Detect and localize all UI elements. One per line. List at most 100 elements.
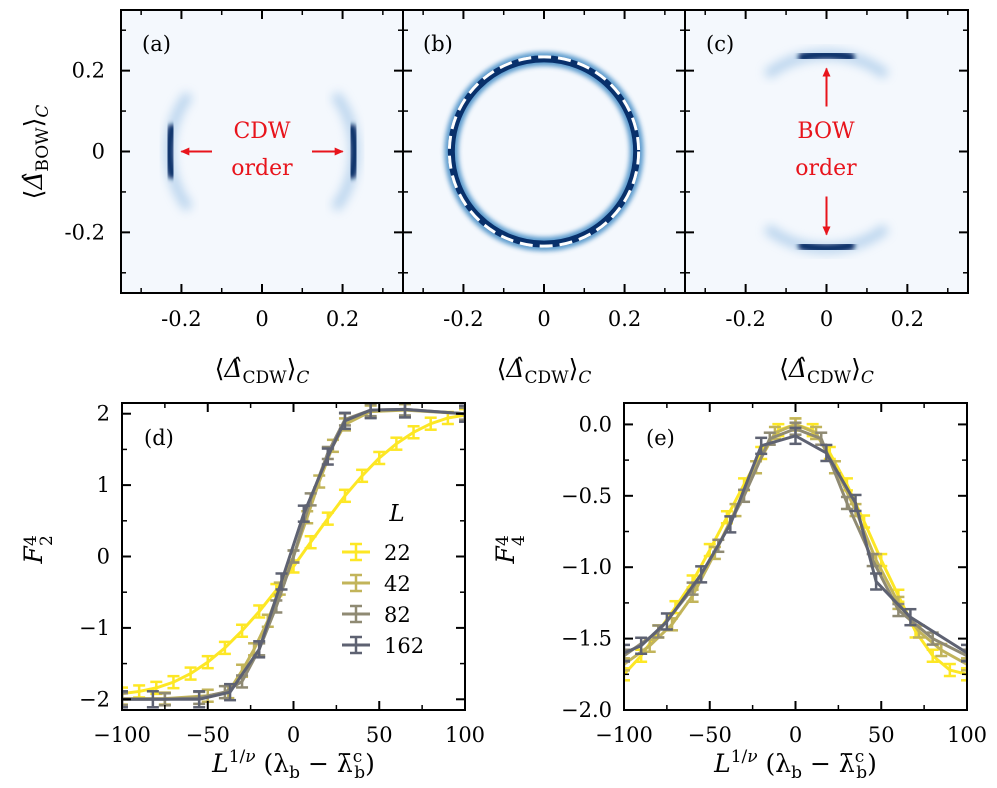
panel-a-annotation-line2: order bbox=[231, 156, 293, 181]
panel-a-xtick-label-1: 0 bbox=[255, 307, 268, 331]
panel-d: −100 −50 0 50 100 2 1 0 −1 −2 (d) L 22 42 82 162 bbox=[79, 402, 485, 747]
panel-e-xtick-label-2: 0 bbox=[789, 723, 802, 747]
panel-d-label: (d) bbox=[144, 426, 174, 450]
panel-d-y-axis-label: F bbox=[19, 545, 48, 565]
panel-c-label: (c) bbox=[706, 32, 734, 56]
panel-a-peak-0 bbox=[346, 124, 360, 179]
panel-c: BOW order (c) -0.2 0 0.2 bbox=[684, 9, 969, 331]
legend-label-162: 162 bbox=[384, 634, 424, 658]
panel-e-ticks: −100 −50 0 50 100 0.0 −0.5 −1.0 −1.5 −2.0 bbox=[561, 403, 987, 747]
panel-d-ytick-label-1: 1 bbox=[97, 473, 110, 497]
panel-a-ytick-label-1: 0 bbox=[92, 140, 105, 164]
panel-b-xtick-label-2: 0.2 bbox=[608, 307, 641, 331]
panel-a-annotation-line1: CDW bbox=[233, 119, 290, 144]
panel-b-ring bbox=[447, 55, 641, 248]
panel-e-y-main: F bbox=[491, 545, 520, 565]
panel-d-series bbox=[122, 403, 465, 709]
panel-c-xtick-label-1: 0 bbox=[820, 307, 833, 331]
panel-d-series-162-line bbox=[122, 407, 465, 701]
panel-d-ytick-label-3: −1 bbox=[79, 616, 110, 640]
panel-a-ticks: -0.2 0 0.2 0.2 0 -0.2 bbox=[65, 10, 403, 331]
panel-b-label: (b) bbox=[423, 32, 453, 56]
panel-c-peak-1 bbox=[798, 240, 855, 254]
panel-d-y-sub: 2 bbox=[37, 535, 57, 546]
panel-d-x-axis-label: L1/ν (λb − λ̄c b) bbox=[211, 747, 375, 783]
x-label-nu: ν bbox=[245, 747, 255, 767]
panel-d-ytick-label-2: 0 bbox=[97, 545, 110, 569]
x-label-close: ⟩ bbox=[851, 354, 861, 383]
panel-e-series-162-line bbox=[624, 434, 967, 655]
panel-d-xtick-label-2: 0 bbox=[287, 723, 300, 747]
legend-title: L bbox=[388, 501, 404, 527]
panel-c-annotation-line2: order bbox=[795, 156, 857, 181]
panel-b-xtick-label-1: 0 bbox=[537, 307, 550, 331]
panel-e-background bbox=[624, 403, 967, 710]
top-y-axis-label-sub: BOW bbox=[33, 127, 53, 172]
panel-a-peak-1 bbox=[164, 124, 178, 179]
panel-a-heatmap bbox=[164, 91, 360, 212]
panel-e-xtick-label-1: −50 bbox=[688, 723, 732, 747]
x-label-paren-open: (λ bbox=[758, 749, 792, 778]
x-label-sub: CDW bbox=[242, 368, 287, 388]
panel-c-peak-0 bbox=[798, 49, 855, 63]
panel-d-ytick-label-0: 2 bbox=[97, 402, 110, 426]
panel-e-xtick-label-3: 50 bbox=[868, 723, 895, 747]
panel-e-y-sub: 4 bbox=[509, 535, 529, 546]
panel-b-ticks: -0.2 0 0.2 bbox=[403, 10, 685, 331]
top-y-axis-label-close: ⟩ bbox=[19, 118, 48, 128]
legend-label-22: 22 bbox=[384, 541, 411, 565]
panel-e-ytick-label-2: −1.0 bbox=[561, 555, 612, 579]
panel-d-xtick-label-0: −100 bbox=[93, 723, 151, 747]
panel-e-x-axis-label: L1/ν (λb − λ̄c b) bbox=[713, 747, 877, 783]
top-y-axis-label-c: C bbox=[33, 105, 53, 118]
x-label-delta: Δ̂ bbox=[505, 354, 524, 383]
panel-a: CDW order (a) -0.2 0 0.2 0.2 0 -0.2 bbox=[65, 9, 404, 331]
panel-a-ytick-label-0: 0.2 bbox=[72, 59, 105, 83]
panel-d-y-main: F bbox=[19, 545, 48, 565]
x-label-close: ⟩ bbox=[287, 354, 297, 383]
panel-d-xtick-label-4: 100 bbox=[445, 723, 485, 747]
x-label-c: c bbox=[855, 747, 865, 767]
x-label-b1: b bbox=[791, 763, 802, 783]
x-label-minus: − λ̄ bbox=[300, 749, 353, 778]
panel-a-xtick-label-2: 0.2 bbox=[326, 307, 359, 331]
panel-d-xtick-label-1: −50 bbox=[186, 723, 230, 747]
panel-d-y-sup: 4 bbox=[21, 535, 41, 546]
top-y-axis-label: ⟨Δ̂BOW⟩C bbox=[19, 105, 53, 200]
panel-d-ticks: −100 −50 0 50 100 2 1 0 −1 −2 bbox=[79, 402, 485, 747]
top-y-axis-label-main: Δ̂ bbox=[19, 172, 48, 191]
panel-b-x-axis-label: ⟨Δ̂CDW⟩C bbox=[497, 354, 592, 388]
x-label-exp: 1/ν bbox=[229, 747, 256, 767]
panel-e-y-sup: 4 bbox=[493, 535, 513, 546]
legend-label-42: 42 bbox=[384, 572, 411, 596]
panel-e-y-axis-label: F bbox=[491, 545, 520, 565]
panel-b: (b) -0.2 0 0.2 bbox=[402, 9, 686, 331]
x-label-sub: CDW bbox=[807, 368, 852, 388]
x-label-nu: ν bbox=[747, 747, 757, 767]
panel-d-xtick-label-3: 50 bbox=[366, 723, 393, 747]
panel-e: −100 −50 0 50 100 0.0 −0.5 −1.0 −1.5 −2.0 (e) bbox=[561, 402, 987, 747]
legend-label-82: 82 bbox=[384, 603, 411, 627]
panel-e-label: (e) bbox=[646, 426, 675, 450]
panel-c-annotation-line1: BOW bbox=[797, 119, 855, 144]
x-label-close: ⟩ bbox=[569, 354, 579, 383]
panel-a-xtick-label-0: -0.2 bbox=[161, 307, 202, 331]
x-label-L: L bbox=[713, 749, 731, 778]
panel-a-label: (a) bbox=[142, 32, 171, 56]
panel-d-ytick-label-4: −2 bbox=[79, 687, 110, 711]
panel-b-dashed-guide bbox=[447, 55, 641, 248]
x-label-c: C bbox=[861, 368, 874, 388]
panel-a-ytick-label-2: -0.2 bbox=[65, 220, 106, 244]
panel-e-xtick-label-4: 100 bbox=[947, 723, 987, 747]
x-label-b2: b bbox=[856, 763, 867, 783]
x-label-b2: b bbox=[354, 763, 365, 783]
x-label-b1: b bbox=[289, 763, 300, 783]
panel-c-heatmap bbox=[763, 49, 890, 254]
x-label-L: L bbox=[211, 749, 229, 778]
x-label-c: C bbox=[578, 368, 591, 388]
x-label-paren-close: ) bbox=[365, 749, 375, 778]
x-label-delta: Δ̂ bbox=[788, 354, 807, 383]
panel-c-ticks: -0.2 0 0.2 bbox=[685, 10, 968, 331]
panel-c-x-axis-label: ⟨Δ̂CDW⟩C bbox=[779, 354, 874, 388]
